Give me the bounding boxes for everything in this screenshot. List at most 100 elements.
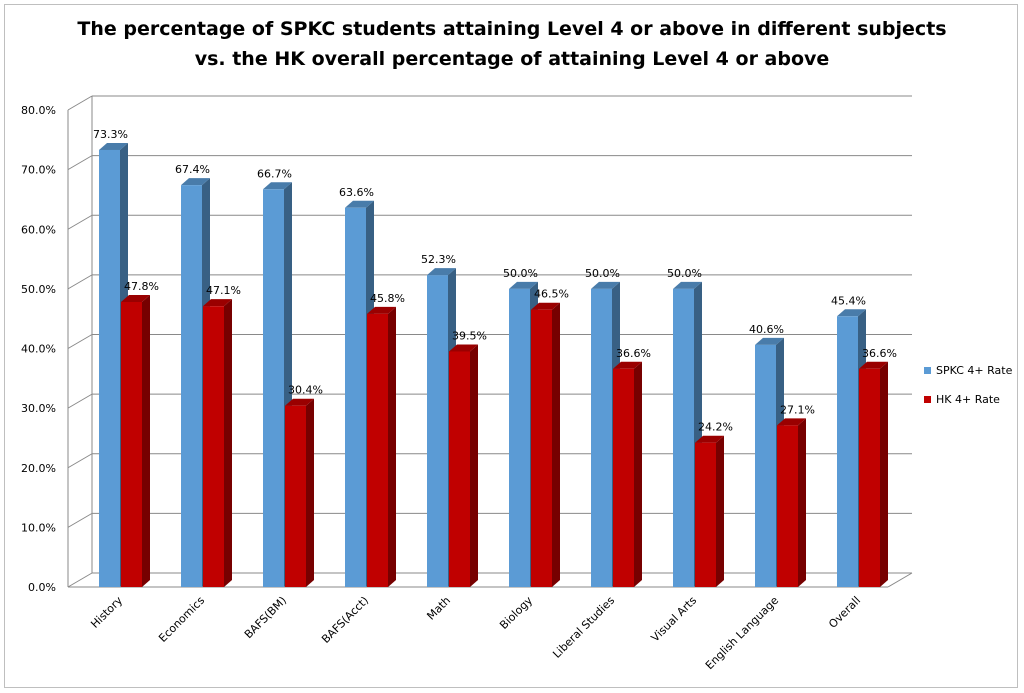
- bar-top: [673, 281, 702, 289]
- bar-top: [427, 268, 456, 276]
- bar-spkc: [345, 207, 366, 587]
- bar-spkc: [181, 185, 202, 587]
- x-tick-label: English Language: [703, 594, 781, 672]
- data-label: 30.4%: [288, 384, 323, 397]
- y-tick-label: 50.0%: [21, 283, 56, 296]
- bar-top: [99, 142, 128, 150]
- legend-label-spkc: SPKC 4+ Rate: [936, 363, 1013, 377]
- data-label: 45.4%: [831, 294, 866, 307]
- x-tick-label: Visual Arts: [649, 594, 700, 645]
- bar-hk: [203, 306, 224, 587]
- legend-swatch-spkc: [924, 366, 931, 374]
- legend-label-hk: HK 4+ Rate: [936, 392, 1000, 406]
- data-label: 66.7%: [257, 167, 292, 180]
- bar-side: [880, 361, 888, 587]
- data-label: 36.6%: [616, 347, 651, 360]
- bar-hk: [859, 368, 880, 587]
- data-label: 39.5%: [452, 329, 487, 342]
- gridline-side: [67, 512, 93, 528]
- bar-side: [224, 299, 232, 587]
- bar-top: [367, 306, 396, 314]
- x-tick-label: Liberal Studies: [550, 594, 617, 661]
- x-tick-label: BAFS(Acct): [319, 594, 371, 646]
- x-tick-label: Biology: [497, 594, 535, 632]
- bar-top: [837, 309, 866, 317]
- bar-top: [449, 344, 478, 352]
- bar-spkc: [509, 288, 530, 587]
- bar-top: [121, 294, 150, 302]
- y-tick-label: 80.0%: [21, 104, 56, 117]
- bar-side: [306, 398, 314, 587]
- floor-right-edge: [887, 572, 913, 588]
- chart-title: The percentage of SPKC students attainin…: [0, 14, 1024, 74]
- bar-hk: [531, 309, 552, 587]
- chart-title-line-1: The percentage of SPKC students attainin…: [77, 18, 947, 40]
- bar-spkc: [99, 149, 120, 588]
- data-label: 73.3%: [93, 128, 128, 141]
- x-tick-label: Economics: [156, 594, 207, 645]
- data-label: 52.3%: [421, 253, 456, 266]
- legend-item-hk: HK 4+ Rate: [924, 391, 1012, 407]
- y-tick-label: 0.0%: [28, 581, 56, 594]
- gridline-side: [67, 453, 93, 469]
- bar-side: [142, 294, 150, 587]
- data-label: 24.2%: [698, 421, 733, 434]
- bar-side: [798, 418, 806, 587]
- gridline-side: [67, 274, 93, 290]
- bar-hk: [695, 442, 716, 587]
- y-tick-label: 20.0%: [21, 462, 56, 475]
- y-tick-label: 60.0%: [21, 223, 56, 236]
- bar-spkc: [673, 288, 694, 587]
- bar-hk: [285, 405, 306, 587]
- legend-swatch-hk: [924, 395, 931, 403]
- bar-side: [634, 361, 642, 587]
- bar-hk: [449, 351, 470, 587]
- bar-top: [263, 182, 292, 190]
- bar-top: [509, 281, 538, 289]
- bar-top: [755, 337, 784, 345]
- bar-spkc: [837, 316, 858, 587]
- data-label: 46.5%: [534, 288, 569, 301]
- y-tick-label: 30.0%: [21, 402, 56, 415]
- bar-side: [716, 435, 724, 587]
- gridline-side: [67, 393, 93, 409]
- bar-side: [552, 302, 560, 587]
- legend-item-spkc: SPKC 4+ Rate: [924, 362, 1012, 378]
- bar-side: [470, 344, 478, 587]
- bar-side: [388, 306, 396, 587]
- bar-top: [591, 281, 620, 289]
- bar-top: [531, 302, 560, 310]
- bar-top: [695, 435, 724, 443]
- data-label: 50.0%: [503, 267, 538, 280]
- legend: SPKC 4+ Rate HK 4+ Rate: [924, 362, 1012, 420]
- y-tick-label: 40.0%: [21, 343, 56, 356]
- bar-top: [203, 299, 232, 307]
- data-label: 27.1%: [780, 403, 815, 416]
- bar-top: [859, 361, 888, 369]
- bar-top: [777, 418, 806, 426]
- data-label: 45.8%: [370, 292, 405, 305]
- x-tick-label: BAFS(BM): [242, 594, 289, 641]
- data-label: 50.0%: [667, 267, 702, 280]
- y-tick-label: 10.0%: [21, 521, 56, 534]
- gridline-side: [67, 95, 93, 111]
- data-label: 50.0%: [585, 267, 620, 280]
- x-tick-label: Math: [424, 594, 453, 623]
- chart-title-line-2: vs. the HK overall percentage of attaini…: [194, 48, 830, 70]
- bar-top: [613, 361, 642, 369]
- data-label: 40.6%: [749, 323, 784, 336]
- bar-spkc: [591, 288, 612, 587]
- data-label: 47.1%: [206, 284, 241, 297]
- data-label: 63.6%: [339, 186, 374, 199]
- bar-hk: [367, 313, 388, 587]
- y-tick-label: 70.0%: [21, 164, 56, 177]
- gridline-side: [67, 334, 93, 349]
- bar-top: [345, 200, 374, 208]
- bar-spkc: [263, 189, 284, 587]
- data-label: 47.8%: [124, 280, 159, 293]
- bar-top: [181, 178, 210, 186]
- data-label: 36.6%: [862, 347, 897, 360]
- x-tick-label: History: [88, 594, 125, 631]
- gridline-side: [67, 155, 93, 171]
